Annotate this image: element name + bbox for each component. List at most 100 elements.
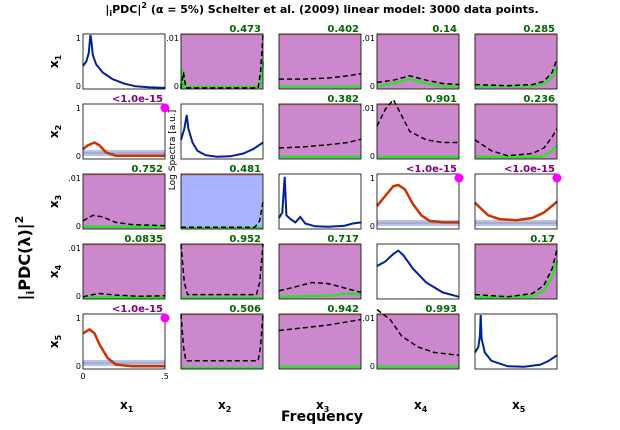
- row-label-x1: x1: [47, 54, 63, 68]
- nonsignificant-fill: [83, 174, 165, 229]
- title-sub-i: i: [109, 9, 112, 18]
- panel-frame: [82, 243, 166, 300]
- ylabel-sub-i: i: [24, 291, 37, 295]
- ci-line: [475, 144, 558, 159]
- panel-frame: [376, 103, 460, 160]
- ipdc-line: [82, 141, 165, 157]
- p-value-label: 0.473: [229, 24, 261, 35]
- col-label-x1: x1: [120, 398, 134, 414]
- y-tick-max: .01: [68, 244, 81, 253]
- col-label-index: 2: [226, 405, 232, 414]
- panel-r2-c3: 0.382: [278, 94, 362, 160]
- title-sup2: 2: [141, 1, 147, 10]
- panel-frame: [474, 243, 558, 300]
- panel-r2-c2: [180, 103, 264, 160]
- y-tick-min: 0: [76, 152, 81, 161]
- threshold-line: [82, 292, 166, 298]
- panel-r1-c2: .01 0 0.473: [166, 24, 265, 91]
- col-label-index: 3: [324, 405, 330, 414]
- spectrum-line: [180, 114, 264, 158]
- col-label-x2: x2: [218, 398, 231, 414]
- panel-frame: [180, 103, 264, 160]
- threshold-line: [82, 214, 166, 227]
- panel-r5-c3: 0.942: [278, 304, 362, 370]
- row-label-var: x: [47, 340, 61, 348]
- row-label-var: x: [47, 130, 61, 138]
- panel-frame: [278, 313, 362, 370]
- ci-line: [474, 66, 559, 89]
- significance-marker: [160, 103, 170, 113]
- panel-r5-c5: [474, 313, 558, 370]
- panel-frame: [278, 33, 362, 90]
- svg-text:|iPDC|2 (α = 5%) Schelter et a: |iPDC|2 (α = 5%) Schelter et al. (2009) …: [105, 1, 538, 18]
- threshold-line: [180, 33, 264, 89]
- ipdc-line: [376, 183, 459, 224]
- ci-line: [376, 77, 460, 89]
- panel-r1-c1: 10: [76, 33, 166, 91]
- nonsignificant-fill: [377, 34, 459, 89]
- p-value-label: 0.17: [530, 234, 555, 245]
- panel-frame: [474, 173, 558, 230]
- ipdc-line: [82, 327, 165, 368]
- threshold-line: [279, 72, 362, 80]
- svg-text:|iPDC(λ)|2: |iPDC(λ)|2: [13, 216, 37, 301]
- p-value-label: 0.0835: [124, 234, 163, 245]
- col-label-var: x: [218, 398, 226, 412]
- panel-r2-c5: 0.236: [474, 94, 558, 160]
- y-tick-max: 1: [76, 34, 81, 43]
- panel-frame: [474, 313, 558, 370]
- col-label-var: x: [512, 398, 520, 412]
- panel-frame: [376, 313, 460, 370]
- diagonal-ylabel: Log Spectra [a.u.]: [168, 110, 178, 190]
- panel-frame: [82, 173, 166, 230]
- col-label-var: x: [120, 398, 128, 412]
- y-tick-max: .01: [68, 174, 81, 183]
- ci-line: [179, 61, 265, 89]
- threshold-line: [278, 318, 362, 332]
- p-value-label: 0.752: [131, 164, 163, 175]
- panel-r3-c2: 0.481: [180, 164, 264, 230]
- p-value-label: 0.236: [523, 94, 555, 105]
- chart-title: |iPDC|2 (α = 5%) Schelter et al. (2009) …: [105, 1, 538, 18]
- x-tick-05: .5: [161, 372, 169, 381]
- p-value-label: <1.0e-15: [112, 304, 163, 315]
- nonsignificant-fill: [279, 314, 361, 369]
- p-value-label: <1.0e-15: [504, 164, 555, 175]
- nonsignificant-fill: [377, 314, 459, 369]
- title-lead: |: [105, 3, 109, 16]
- threshold-line: [278, 138, 362, 149]
- y-axis-label: |iPDC(λ)|2: [13, 216, 37, 301]
- panel-r5-c2: 0.506: [180, 304, 264, 370]
- nonsignificant-fill: [279, 104, 361, 159]
- title-pdc: PDC|: [112, 3, 141, 16]
- nonsignificant-fill: [181, 314, 263, 369]
- panel-r3-c3: [278, 173, 362, 230]
- panel-r1-c4: .01 0 0.14: [362, 24, 460, 91]
- row-label-x4: x4: [47, 264, 63, 278]
- p-value-label: 0.993: [425, 304, 457, 315]
- nonsignificant-fill: [475, 104, 557, 159]
- threshold-line: [376, 98, 459, 144]
- y-tick-min: 0: [174, 82, 179, 91]
- panel-r4-c2: 0.952: [180, 234, 264, 300]
- x-axis-label: Frequency: [281, 409, 363, 425]
- ipdc-line: [474, 200, 558, 222]
- col-label-x5: x5: [512, 398, 526, 414]
- p-value-label: 0.402: [327, 24, 359, 35]
- p-value-label: 0.481: [229, 164, 261, 175]
- panel-r3-c4: 1 0 <1.0e-15: [370, 164, 464, 231]
- panel-r1-c5: 0.285: [474, 24, 559, 90]
- y-tick-max: .01: [362, 104, 375, 113]
- panel-frame: [82, 313, 166, 370]
- y-tick-max: 1: [76, 104, 81, 113]
- panel-frame: [180, 313, 264, 370]
- row-label-index: 2: [54, 125, 63, 131]
- row-label-index: 4: [54, 264, 63, 270]
- x-tick-0: 0: [80, 372, 85, 381]
- y-tick-min: 0: [76, 362, 81, 371]
- y-tick-min: 0: [370, 82, 375, 91]
- spectrum-line: [82, 34, 166, 89]
- p-value-label: 0.506: [229, 304, 261, 315]
